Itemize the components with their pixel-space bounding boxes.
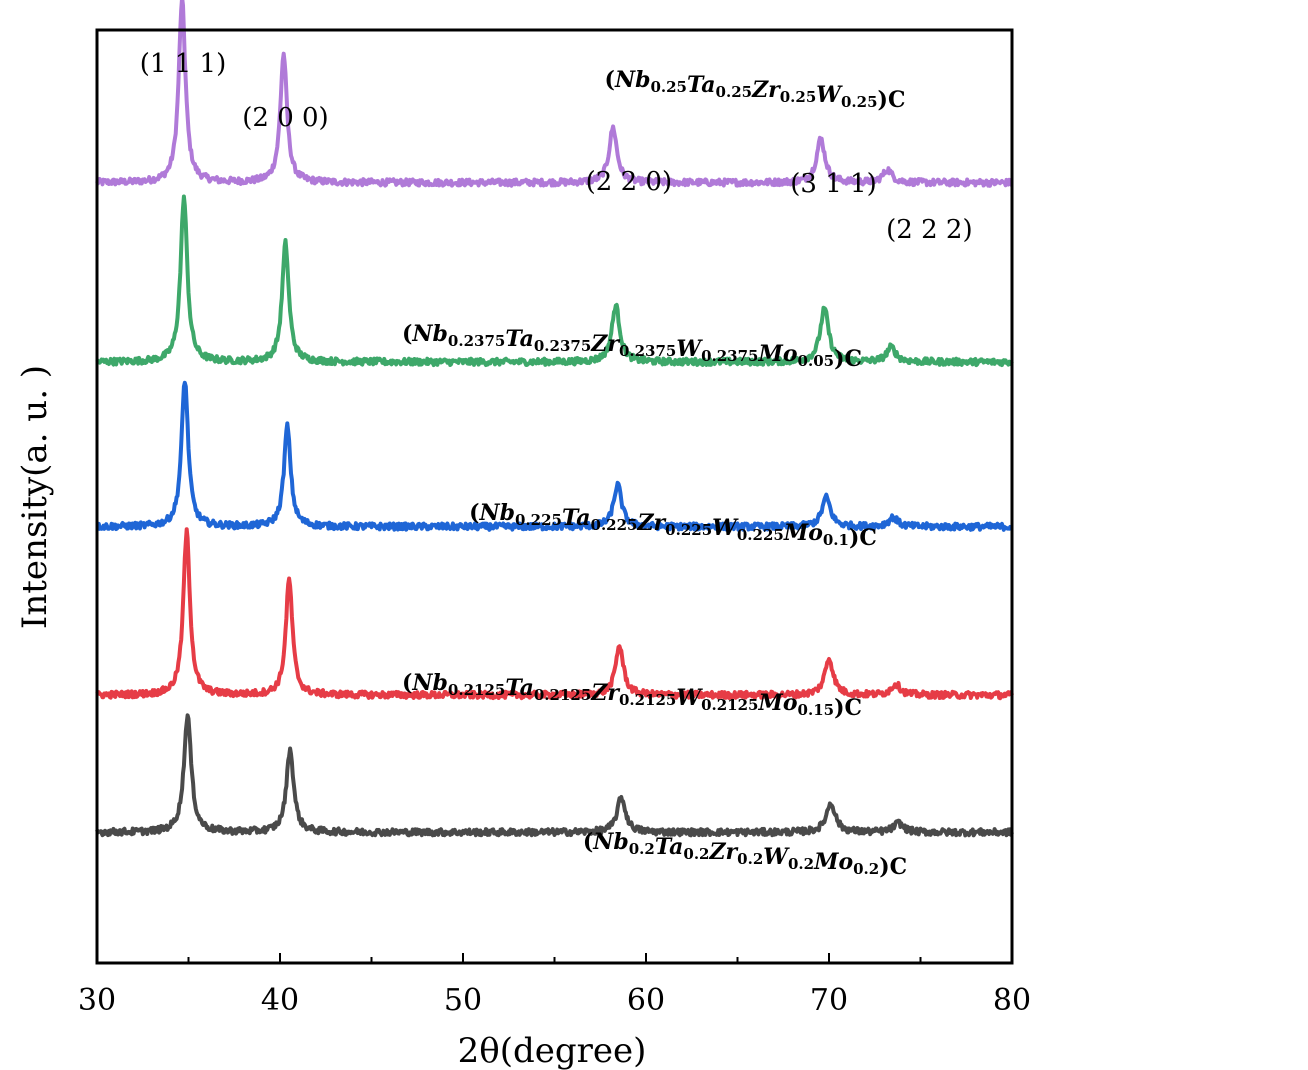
- series-label-3: (Nb0.2125Ta0.2125Zr0.2125W0.2125Mo0.15)C: [402, 670, 862, 721]
- x-axis-title: 2θ(degree): [458, 1031, 647, 1070]
- series-label-2: (Nb0.225Ta0.225Zr0.225W0.225Mo0.1)C: [469, 500, 877, 551]
- label-layer: (1 1 1) (2 0 0) (2 2 0) (3 1 1) (2 2 2) (Nb0.…: [140, 49, 973, 880]
- x-tick-label: 70: [810, 983, 848, 1018]
- series-line-0: [95, 0, 1014, 188]
- series-line-2: [95, 380, 1014, 532]
- series-label-4: (Nb0.2Ta0.2Zr0.2W0.2Mo0.2)C: [583, 829, 907, 880]
- peak-label: (1 1 1): [140, 49, 226, 79]
- series-line-3: [95, 527, 1014, 701]
- series-line-1: [95, 194, 1014, 368]
- x-tick-label: 60: [627, 983, 665, 1018]
- x-tick-label: 30: [78, 983, 116, 1018]
- peak-label: (2 2 0): [586, 167, 672, 197]
- x-tick-label: 40: [261, 983, 299, 1018]
- series-line-4: [95, 713, 1014, 838]
- x-tick-label: 50: [444, 983, 482, 1018]
- peak-label: (2 0 0): [242, 103, 328, 133]
- peak-label: (2 2 2): [886, 215, 972, 245]
- y-axis-title: Intensity(a. u. ): [15, 365, 55, 629]
- series-label-1: (Nb0.2375Ta0.2375Zr0.2375W0.2375Mo0.05)C: [402, 321, 862, 372]
- series-layer: [95, 0, 1014, 838]
- x-tick-label: 80: [993, 983, 1031, 1018]
- peak-label: (3 1 1): [790, 169, 876, 199]
- series-label-0: (Nb0.25Ta0.25Zr0.25W0.25)C: [605, 67, 906, 113]
- x-axis: 30 40 50 60 70 80: [78, 953, 1031, 1018]
